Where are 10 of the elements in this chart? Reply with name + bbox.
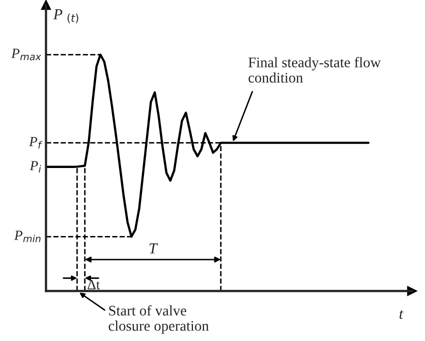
- annotation: Final steady-state flow condition: [248, 56, 381, 83]
- text: Start of valve closure operation: [108, 305, 209, 334]
- x-axis-title: t: [400, 310, 404, 319]
- annotation: Δt: [88, 280, 100, 290]
- ref-line-label: P$_{f}$: [29, 136, 42, 148]
- y-axis-title: P $_{(t)}$: [53, 9, 78, 24]
- text: P$_{i}$: [30, 161, 42, 172]
- ref-line-label: P$_{max}$: [11, 48, 42, 60]
- ref-line-label: P$_{min}$: [14, 230, 41, 242]
- annotation: T: [150, 243, 158, 254]
